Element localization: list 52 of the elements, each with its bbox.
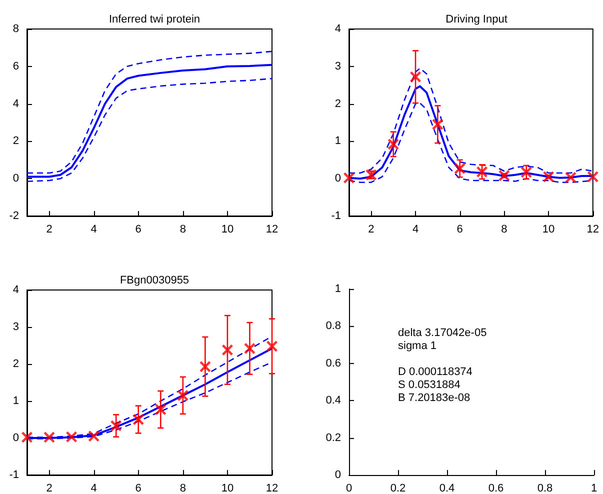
chart-title: Driving Input xyxy=(446,14,508,26)
chart-title: FBgn0030955 xyxy=(120,274,190,286)
y-tick-label: -2 xyxy=(9,210,19,222)
y-tick-label: 4 xyxy=(12,98,19,110)
x-tick-label: 10 xyxy=(221,224,234,236)
y-tick-label: 0.8 xyxy=(326,320,341,332)
x-tick-label: 8 xyxy=(180,482,186,494)
y-tick-label: 3 xyxy=(334,60,341,72)
y-tick-label: 0 xyxy=(334,469,341,481)
x-tick-label: 4 xyxy=(90,224,97,236)
x-tick-label: 0 xyxy=(346,482,352,494)
x-tick-label: 12 xyxy=(266,482,278,494)
y-tick-label: 4 xyxy=(334,23,341,35)
y-tick-label: 2 xyxy=(12,358,19,370)
chart-title: Inferred twi protein xyxy=(108,14,200,26)
x-tick-label: 8 xyxy=(501,224,508,236)
x-tick-label: 6 xyxy=(135,224,142,236)
y-tick-label: 0 xyxy=(12,432,19,444)
x-tick-label: 10 xyxy=(542,224,555,236)
y-tick-label: 0.2 xyxy=(326,432,341,444)
text: delta 3.17042e-05 sigma 1 D 0.000118374 S 0.0531884 B 7.20183e-08 xyxy=(398,326,487,404)
x-tick-label: 12 xyxy=(586,224,600,236)
x-tick-label: 0.2 xyxy=(390,482,406,494)
x-tick-label: 12 xyxy=(266,224,278,236)
x-tick-label: 10 xyxy=(221,482,234,494)
y-tick-label: 0 xyxy=(12,172,19,185)
x-tick-label: 6 xyxy=(456,224,463,236)
x-tick-label: 0.6 xyxy=(488,482,504,494)
x-tick-label: 2 xyxy=(46,482,52,494)
x-tick-label: 0.8 xyxy=(537,482,553,494)
y-tick-label: 1 xyxy=(334,135,341,148)
x-tick-label: 0.4 xyxy=(439,482,455,494)
y-tick-label: 3 xyxy=(12,321,19,333)
y-tick-label: 2 xyxy=(12,135,19,148)
x-tick-label: 1 xyxy=(590,482,598,494)
x-tick-label: 8 xyxy=(180,224,186,236)
y-tick-label: 1 xyxy=(334,283,341,295)
x-tick-label: 2 xyxy=(368,224,374,236)
y-tick-label: 8 xyxy=(12,23,19,35)
y-tick-label: 0.4 xyxy=(326,394,341,407)
y-tick-label: 0.6 xyxy=(326,357,341,370)
y-tick-label: 6 xyxy=(12,60,19,72)
x-tick-label: 4 xyxy=(90,482,97,494)
y-tick-label: 2 xyxy=(334,98,341,110)
y-tick-label: 1 xyxy=(12,395,19,407)
x-tick-label: 6 xyxy=(135,482,142,494)
x-tick-label: 2 xyxy=(46,224,52,236)
y-tick-label: 0 xyxy=(334,172,341,185)
y-tick-label: -1 xyxy=(331,210,341,222)
y-tick-label: -1 xyxy=(9,469,19,481)
y-tick-label: 4 xyxy=(12,284,19,296)
x-tick-label: 4 xyxy=(412,224,419,236)
